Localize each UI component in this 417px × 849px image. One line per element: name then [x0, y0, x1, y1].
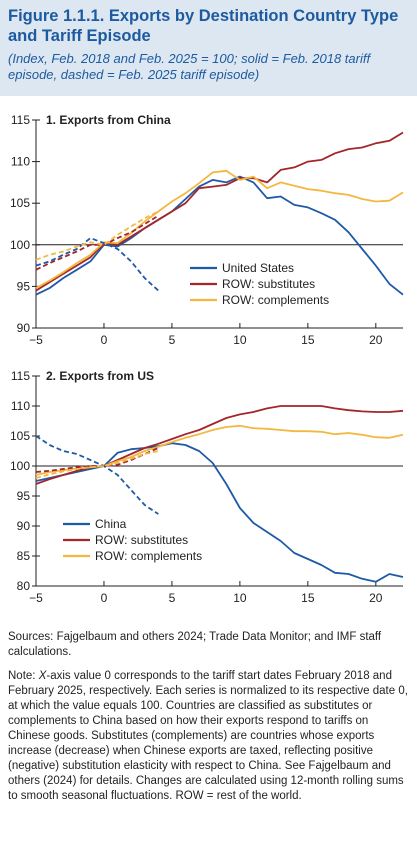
note-axis-variable: X: [38, 670, 47, 682]
y-tick-label: 95: [17, 279, 31, 293]
legend-label: United States: [222, 261, 294, 275]
note-label: Note:: [8, 670, 39, 682]
y-tick-label: 110: [11, 399, 30, 413]
legend-label: China: [95, 517, 127, 531]
y-tick-label: 105: [10, 196, 30, 210]
feb-2025-dashed-line: [35, 450, 159, 479]
legend-label: ROW: substitutes: [95, 533, 188, 547]
x-tick-label: 10: [233, 333, 247, 347]
legend-label: ROW: complements: [222, 293, 329, 307]
row-complements-solid-line: [35, 424, 404, 476]
y-tick-label: 85: [17, 549, 31, 563]
united-states-solid-line: [35, 175, 404, 296]
figure-notes: Sources: Fajgelbaum and others 2024; Tra…: [8, 630, 412, 813]
x-tick-label: −5: [29, 591, 43, 605]
feb-2025-dashed-line: [35, 435, 159, 515]
y-tick-label: 90: [17, 321, 31, 335]
feb-2025-dashed-line: [35, 210, 159, 261]
figure-subtitle: (Index, Feb. 2018 and Feb. 2025 = 100; s…: [8, 51, 371, 82]
methodology-note: Note: X-axis value 0 corresponds to the …: [8, 669, 412, 804]
legend-label: ROW: complements: [95, 549, 202, 563]
legend-label: ROW: substitutes: [222, 277, 315, 291]
x-tick-label: 0: [101, 591, 108, 605]
y-tick-label: 100: [10, 459, 30, 473]
y-tick-label: 105: [10, 429, 30, 443]
y-tick-label: 95: [17, 489, 31, 503]
x-tick-label: 20: [369, 591, 383, 605]
figure-header-band: [0, 0, 417, 96]
row-substitutes-solid-line: [35, 131, 404, 292]
x-tick-label: 5: [169, 591, 176, 605]
panel-title: 2. Exports from US: [46, 369, 154, 383]
feb-2025-dashed-line: [35, 447, 159, 473]
feb-2025-dashed-line: [35, 214, 159, 271]
y-tick-label: 110: [11, 155, 30, 169]
x-tick-label: 15: [301, 333, 315, 347]
x-tick-label: 0: [101, 333, 108, 347]
y-tick-label: 90: [17, 519, 31, 533]
x-tick-label: 5: [169, 333, 176, 347]
x-tick-label: −5: [29, 333, 43, 347]
figure-title: Figure 1.1.1. Exports by Destination Cou…: [8, 7, 399, 45]
panel-title: 1. Exports from China: [46, 113, 171, 127]
y-tick-label: 115: [11, 113, 30, 127]
y-tick-label: 100: [10, 238, 30, 252]
china-solid-line: [35, 442, 404, 583]
feb-2025-dashed-line: [35, 237, 159, 292]
y-tick-label: 115: [11, 369, 30, 383]
x-tick-label: 10: [233, 591, 247, 605]
y-tick-label: 80: [17, 579, 31, 593]
x-tick-label: 15: [301, 591, 315, 605]
sources-note: Sources: Fajgelbaum and others 2024; Tra…: [8, 631, 382, 658]
row-complements-solid-line: [35, 169, 404, 289]
note-body: -axis value 0 corresponds to the tariff …: [8, 670, 408, 802]
x-tick-label: 20: [369, 333, 383, 347]
